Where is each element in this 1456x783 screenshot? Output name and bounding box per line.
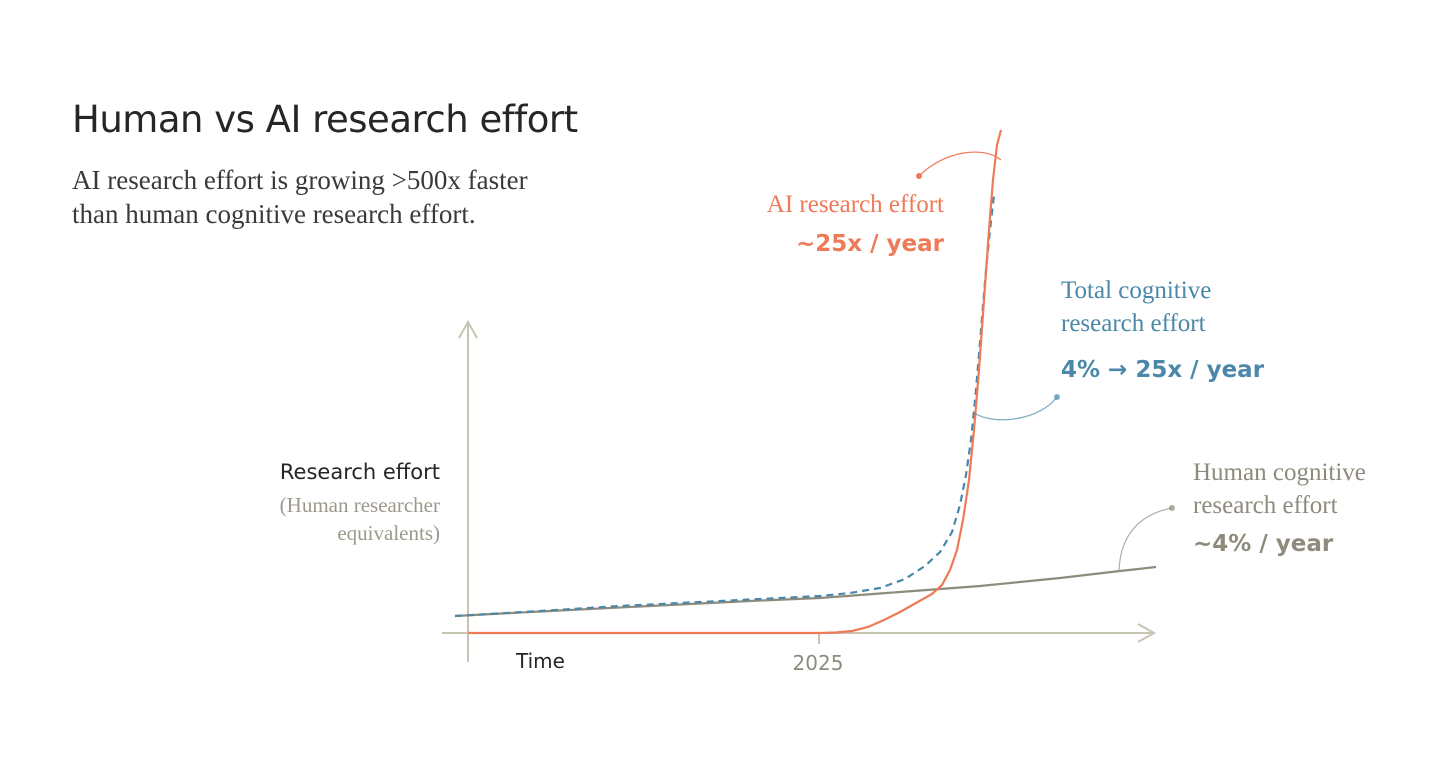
series-name-ai: AI research effort: [767, 191, 944, 218]
ai-leader-dot: [916, 173, 922, 179]
series-name-human-line-2: research effort: [1193, 492, 1338, 519]
series-line-human: [454, 565, 1157, 618]
total-leader-line: [973, 396, 1058, 421]
series-line-total: [454, 194, 996, 618]
y-axis-arrowhead: [458, 319, 478, 339]
x-axis-label: Time: [515, 649, 565, 673]
series-name-total-line-2: research effort: [1061, 310, 1206, 337]
subtitle-line-1: AI research effort is growing >500x fast…: [72, 165, 528, 195]
x-axis-arrowhead: [1137, 623, 1157, 643]
series-rate-human: ~4% / year: [1193, 531, 1334, 557]
human-leader-dot: [1169, 505, 1175, 511]
series-name-total-line-1: Total cognitive: [1061, 277, 1211, 304]
y-axis-label: Research effort: [280, 460, 440, 484]
total-leader-dot: [1054, 394, 1060, 400]
y-axis-sublabel-line-1: (Human researcher: [280, 493, 440, 517]
x-tick-label-2025: 2025: [793, 651, 844, 675]
chart-title: Human vs AI research effort: [72, 98, 578, 141]
y-axis-sublabel-line-2: equivalents): [337, 521, 440, 545]
series-line-ai: [468, 129, 1003, 635]
subtitle-line-2: than human cognitive research effort.: [72, 199, 476, 229]
series-name-human-line-1: Human cognitive: [1193, 459, 1366, 486]
ai-leader-line: [918, 151, 1002, 177]
series-rate-total: 4% → 25x / year: [1061, 357, 1265, 383]
series-rate-ai: ~25x / year: [796, 231, 945, 257]
chart-subtitle: AI research effort is growing >500x fast…: [72, 163, 592, 231]
human-leader-line: [1118, 507, 1173, 572]
